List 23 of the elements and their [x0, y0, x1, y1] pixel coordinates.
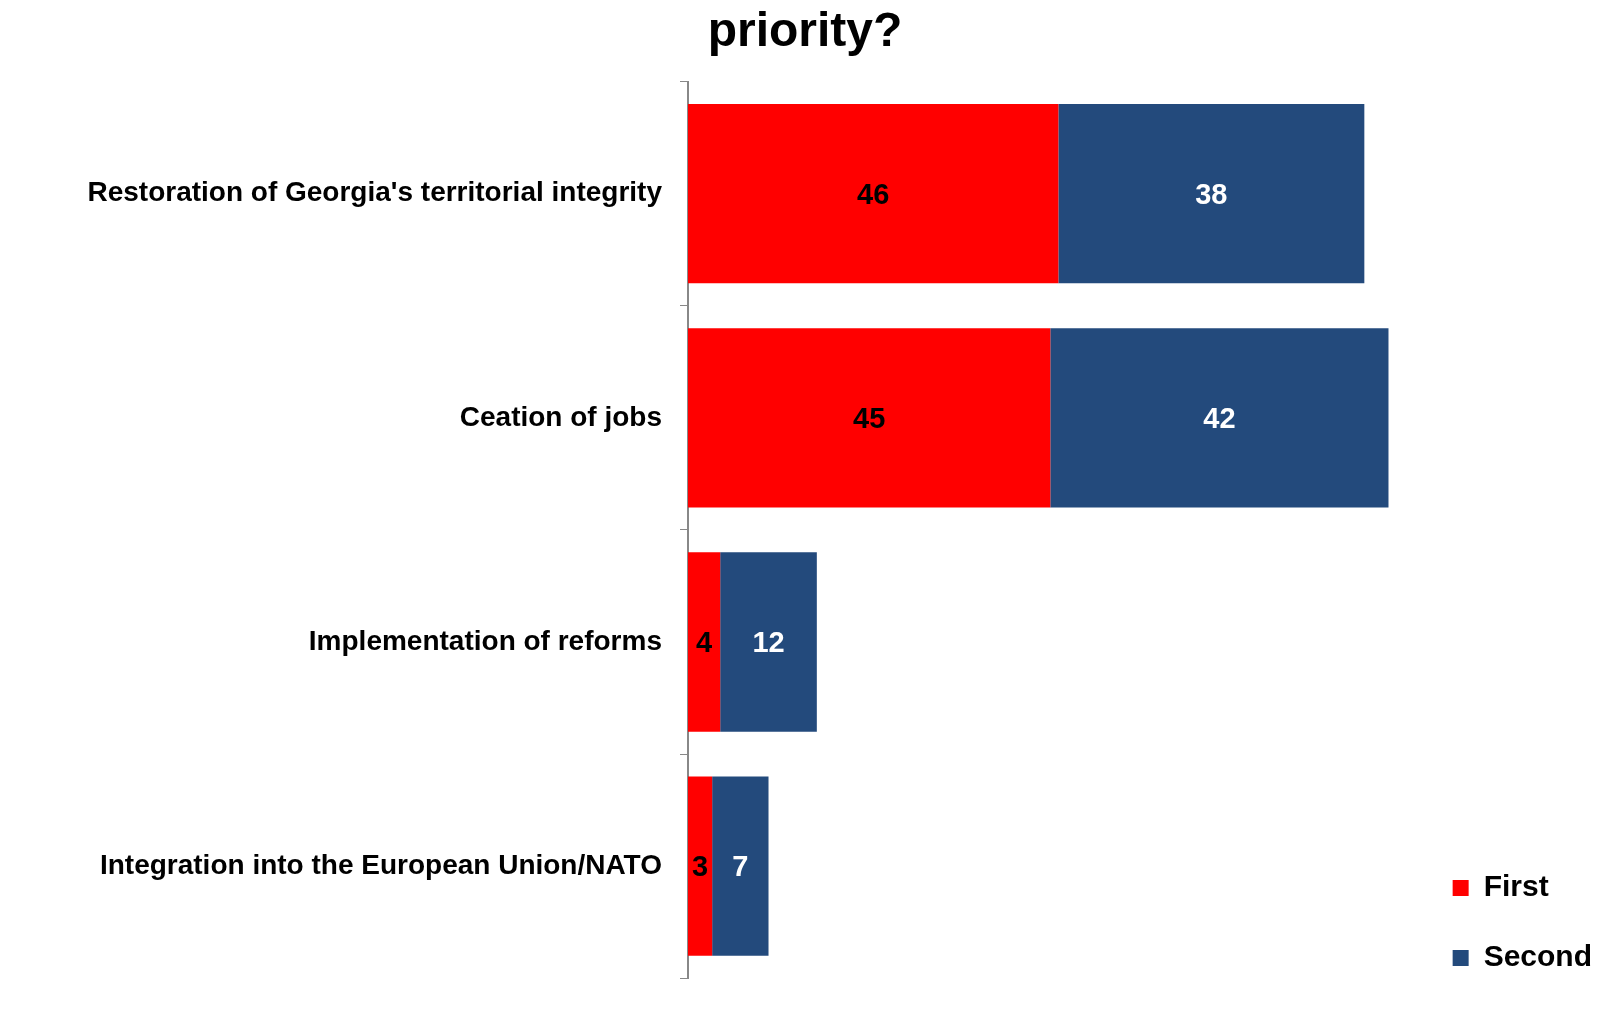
data-label: 46	[857, 177, 890, 210]
data-label: 7	[732, 850, 749, 883]
y-tick-label: Ceation of jobs	[459, 400, 662, 432]
bar	[1058, 104, 1365, 284]
y-tick-label: Restoration of Georgia's territorial integrity	[87, 176, 663, 208]
bar	[1050, 328, 1389, 508]
y-tick-label: Integration into the European Union/NATO	[99, 848, 662, 880]
data-label: 42	[1203, 401, 1236, 434]
legend-label: Second	[1483, 939, 1592, 973]
bar	[688, 104, 1059, 284]
data-label: 4	[696, 625, 713, 658]
data-label: 45	[853, 401, 886, 434]
data-label: 12	[752, 625, 785, 658]
bar	[688, 328, 1051, 508]
bar	[712, 776, 769, 956]
data-label: 3	[692, 850, 709, 883]
bar	[688, 552, 721, 732]
bar	[720, 552, 817, 732]
chart-title: priority?	[707, 3, 903, 57]
bar	[688, 776, 713, 956]
data-label: 38	[1195, 177, 1228, 210]
legend-label: First	[1483, 869, 1549, 903]
y-tick-label: Implementation of reforms	[308, 624, 662, 656]
